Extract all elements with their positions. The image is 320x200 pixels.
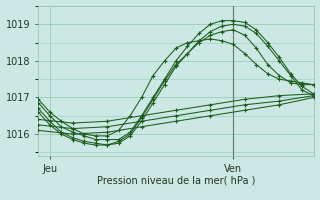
X-axis label: Pression niveau de la mer( hPa ): Pression niveau de la mer( hPa ) bbox=[97, 175, 255, 185]
